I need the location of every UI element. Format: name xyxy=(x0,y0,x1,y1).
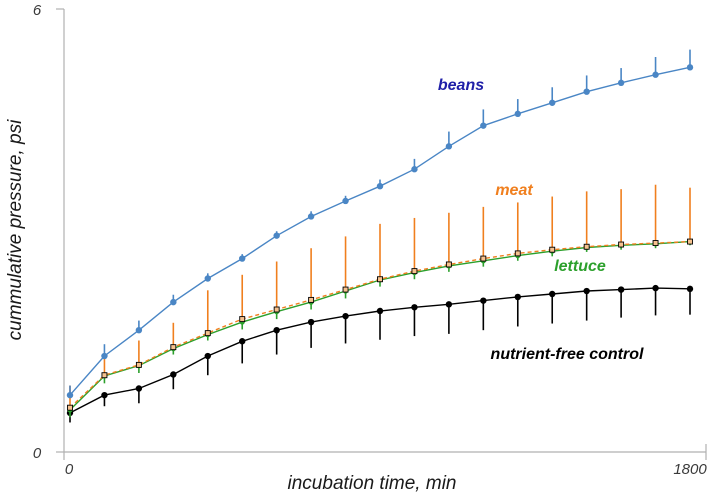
data-point-nutrient-free-control xyxy=(686,285,694,293)
data-point-meat xyxy=(480,255,487,262)
data-point-nutrient-free-control xyxy=(411,304,418,311)
data-point-beans xyxy=(480,122,487,129)
data-point-beans xyxy=(583,88,590,95)
data-point-beans xyxy=(307,213,315,220)
data-point-beans xyxy=(273,232,280,239)
data-point-beans xyxy=(170,298,177,306)
data-point-nutrient-free-control xyxy=(342,312,349,320)
series-meat xyxy=(67,184,693,411)
data-point-nutrient-free-control xyxy=(135,385,143,392)
data-point-nutrient-free-control xyxy=(617,286,625,293)
data-point-meat xyxy=(308,296,315,303)
data-point-beans xyxy=(549,99,556,106)
series-beans xyxy=(66,49,694,399)
data-point-beans xyxy=(66,391,74,399)
data-point-meat xyxy=(273,306,280,313)
data-point-beans xyxy=(617,79,625,87)
data-point-beans xyxy=(445,143,453,150)
data-point-beans xyxy=(411,166,418,173)
data-point-meat xyxy=(239,316,246,323)
data-point-nutrient-free-control xyxy=(239,338,246,345)
data-point-beans xyxy=(686,64,694,71)
data-point-beans xyxy=(376,183,384,190)
data-point-nutrient-free-control xyxy=(307,318,315,326)
data-point-beans xyxy=(652,71,659,78)
data-point-nutrient-free-control xyxy=(445,301,453,308)
data-point-nutrient-free-control xyxy=(170,371,177,378)
data-point-nutrient-free-control xyxy=(549,290,556,298)
data-point-beans xyxy=(101,352,108,360)
y-tick-label-bottom: 0 xyxy=(33,445,42,462)
data-point-nutrient-free-control xyxy=(204,352,211,360)
data-point-nutrient-free-control xyxy=(273,326,280,334)
data-point-beans xyxy=(342,197,349,205)
data-point-meat xyxy=(514,250,521,257)
axes xyxy=(56,8,707,460)
series-label-lettuce: lettuce xyxy=(554,258,606,275)
data-point-nutrient-free-control xyxy=(652,284,659,292)
data-point-meat xyxy=(618,241,625,248)
data-point-meat xyxy=(135,361,142,368)
data-point-beans xyxy=(135,326,143,334)
data-point-meat xyxy=(549,246,556,253)
series-label-nutrient-free-control: nutrient-free control xyxy=(491,346,644,363)
data-point-meat xyxy=(687,238,693,245)
data-point-meat xyxy=(411,268,418,275)
data-point-meat xyxy=(170,344,177,351)
y-tick-label-top: 6 xyxy=(33,2,42,19)
data-point-beans xyxy=(514,110,521,118)
series-nutrient-free-control xyxy=(66,284,694,423)
data-point-meat xyxy=(342,286,349,293)
series-label-beans: beans xyxy=(438,77,484,94)
data-point-meat xyxy=(445,261,452,268)
data-point-beans xyxy=(239,255,246,262)
series-label-meat: meat xyxy=(495,182,533,199)
x-axis-label: incubation time, min xyxy=(288,473,457,494)
x-tick-label-right: 1800 xyxy=(673,461,707,478)
data-point-meat xyxy=(652,240,659,247)
data-point-nutrient-free-control xyxy=(376,307,384,315)
data-point-meat xyxy=(583,243,590,250)
data-point-beans xyxy=(204,275,211,282)
data-point-nutrient-free-control xyxy=(514,293,521,301)
data-point-meat xyxy=(204,330,211,337)
plot-area xyxy=(66,49,694,423)
data-point-nutrient-free-control xyxy=(583,287,590,295)
y-axis-label: cummulative pressure, psi xyxy=(5,119,26,340)
data-point-meat xyxy=(67,404,73,411)
data-point-nutrient-free-control xyxy=(480,297,487,304)
data-point-meat xyxy=(101,372,108,379)
data-point-nutrient-free-control xyxy=(101,391,108,399)
x-tick-label-left: 0 xyxy=(65,461,74,478)
data-point-meat xyxy=(377,276,383,283)
